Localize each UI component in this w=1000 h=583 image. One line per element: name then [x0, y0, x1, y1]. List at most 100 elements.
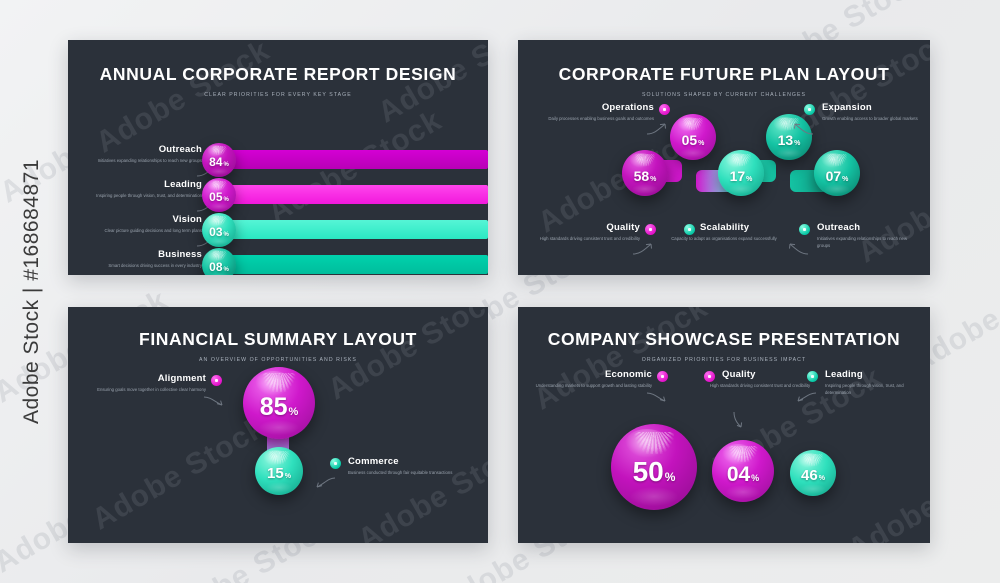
- item-description: Understanding markets to support growth …: [535, 383, 652, 388]
- panel-subtitle: CLEAR PRIORITIES FOR EVERY KEY STAGE: [204, 92, 352, 98]
- label-block-quality[interactable]: Quality High standards driving consisten…: [696, 369, 824, 390]
- value-sphere: 05%: [202, 178, 236, 212]
- square-icon: [330, 458, 341, 469]
- item-label: Vision: [172, 214, 202, 225]
- sphere-value: 17%: [729, 167, 753, 184]
- label-block-alignment[interactable]: Alignment Ensuring goals move together i…: [90, 373, 206, 394]
- list-item[interactable]: Leading Inspiring people through vision,…: [82, 179, 202, 200]
- list-item[interactable]: Vision Clear picture guiding decisions a…: [82, 214, 202, 235]
- value-sphere: 03%: [202, 213, 236, 247]
- watermark-tile: Adobe Stock: [86, 410, 272, 537]
- item-description: Inspiring people through vision, trust, …: [96, 193, 202, 198]
- item-description: Smart decisions driving success in every…: [108, 263, 202, 268]
- curve-pointer-icon: [797, 392, 817, 402]
- panel-subtitle: ORGANIZED PRIORITIES FOR BUSINESS IMPACT: [641, 357, 807, 363]
- item-label: Quality: [606, 222, 640, 233]
- label-block-leading[interactable]: Leading Inspiring people through vision,…: [825, 369, 925, 396]
- sphere-value: 46%: [801, 467, 825, 485]
- panel-subtitle: SOLUTIONS SHAPED BY CURRENT CHALLENGES: [642, 92, 806, 98]
- item-description: Inspiring people through vision, trust, …: [825, 383, 904, 395]
- square-icon: [645, 224, 656, 235]
- curve-pointer-icon: [646, 392, 666, 402]
- label-block-outreach[interactable]: Outreach Initiatives expanding relations…: [817, 222, 921, 249]
- square-icon: [804, 104, 815, 115]
- panel-subtitle: AN OVERVIEW OF OPPORTUNITIES AND RISKS: [199, 357, 357, 363]
- square-icon: [684, 224, 695, 235]
- curve-pointer-icon: [646, 123, 666, 135]
- item-description: Clear picture guiding decisions and long…: [104, 228, 202, 233]
- sphere-value: 13%: [777, 131, 801, 148]
- panel-company-showcase: Adobe Stock Adobe Stock Adobe Stock COMP…: [518, 307, 930, 543]
- sphere-value: 07%: [825, 167, 849, 184]
- value-sphere: 13%: [766, 114, 812, 160]
- value-sphere: 04%: [712, 440, 774, 502]
- watermark-tile: Adobe Stock: [352, 430, 488, 543]
- bar-track: [218, 220, 488, 239]
- curve-pointer-icon: [316, 477, 336, 488]
- item-label: Leading: [825, 369, 863, 380]
- bar-track: [218, 255, 488, 274]
- item-label: Outreach: [158, 144, 202, 155]
- value-sphere: 85%: [243, 367, 315, 439]
- panel-title: ANNUAL CORPORATE REPORT DESIGN: [99, 64, 457, 84]
- curve-pointer-icon: [733, 411, 743, 428]
- list-item[interactable]: Outreach Initiatives expanding relations…: [82, 144, 202, 165]
- sphere-value: 05%: [209, 190, 229, 205]
- square-icon: [657, 371, 668, 382]
- sphere-value: 84%: [209, 155, 229, 170]
- sphere-value: 03%: [209, 225, 229, 240]
- sphere-value: 50%: [632, 456, 676, 488]
- label-block-economic[interactable]: Economic Understanding markets to suppor…: [532, 369, 652, 390]
- value-sphere: 05%: [670, 114, 716, 160]
- panel-financial-summary: Adobe Stock Adobe Stock Adobe Stock FINA…: [68, 307, 488, 543]
- sphere-value: 15%: [267, 465, 291, 483]
- label-block-scalability[interactable]: Scalability Capacity to adapt as organis…: [664, 222, 784, 243]
- watermark-tile: Adobe Stock: [90, 40, 276, 160]
- panel-title: COMPANY SHOWCASE PRESENTATION: [547, 329, 901, 349]
- value-sphere: 08%: [202, 248, 236, 275]
- adobe-stock-watermark: Adobe Stock | #168684871: [20, 159, 43, 424]
- watermark-tile: Adobe Stock: [842, 441, 930, 543]
- label-block-commerce[interactable]: Commerce Business conducted through fair…: [348, 456, 466, 477]
- panel-future-plan: Adobe Stock Adobe Stock Adobe Stock CORP…: [518, 40, 930, 275]
- value-sphere: 15%: [255, 447, 303, 495]
- item-description: Business conducted through fair equitabl…: [348, 470, 453, 475]
- square-icon: [211, 375, 222, 386]
- item-description: Daily processes enabling business goals …: [548, 116, 654, 121]
- value-sphere: 17%: [718, 150, 764, 196]
- item-description: Growth enabling access to broader global…: [822, 116, 918, 121]
- label-block-expansion[interactable]: Expansion Growth enabling access to broa…: [822, 102, 926, 123]
- curve-pointer-icon: [203, 396, 223, 406]
- item-label: Expansion: [822, 102, 872, 113]
- square-icon: [807, 371, 818, 382]
- value-sphere: 07%: [814, 150, 860, 196]
- item-label: Alignment: [157, 373, 206, 384]
- item-label: Quality: [722, 369, 756, 380]
- list-item[interactable]: Business Smart decisions driving success…: [82, 249, 202, 270]
- item-description: Ensuring goals move together in collecti…: [97, 387, 206, 392]
- sphere-value: 05%: [681, 131, 705, 148]
- item-description: Initiatives expanding relationships to r…: [97, 158, 202, 163]
- item-label: Business: [158, 249, 202, 260]
- item-label: Scalability: [700, 222, 750, 233]
- item-label: Commerce: [348, 456, 399, 467]
- square-icon: [704, 371, 715, 382]
- sphere-value: 58%: [633, 167, 657, 184]
- panel-title: CORPORATE FUTURE PLAN LAYOUT: [558, 64, 890, 84]
- bar-track: [218, 185, 488, 204]
- value-sphere: 46%: [790, 450, 836, 496]
- square-icon: [659, 104, 670, 115]
- curve-pointer-icon: [632, 243, 652, 255]
- item-label: Operations: [601, 102, 654, 113]
- item-description: High standards driving consistent trust …: [539, 236, 640, 241]
- value-sphere: 84%: [202, 143, 236, 177]
- item-description: High standards driving consistent trust …: [709, 383, 811, 388]
- watermark-tile: Adobe Stock: [852, 144, 930, 270]
- sphere-value: 08%: [209, 260, 229, 275]
- label-block-quality[interactable]: Quality High standards driving consisten…: [528, 222, 640, 243]
- item-label: Outreach: [817, 222, 861, 233]
- watermark-tile: Adobe Stock: [372, 40, 488, 130]
- label-block-operations[interactable]: Operations Daily processes enabling busi…: [536, 102, 654, 123]
- value-sphere: 58%: [622, 150, 668, 196]
